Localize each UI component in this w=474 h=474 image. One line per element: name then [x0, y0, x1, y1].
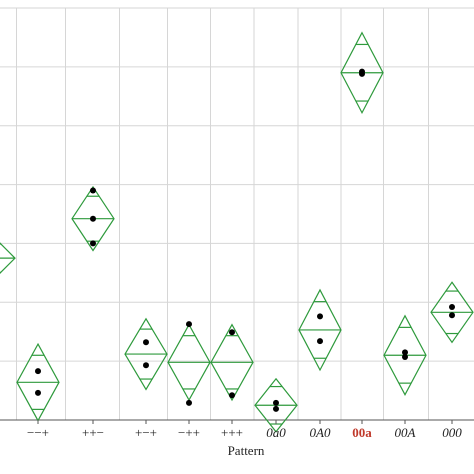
data-point	[317, 313, 323, 320]
data-point	[273, 405, 279, 412]
data-point	[402, 354, 408, 361]
x-axis-label: Pattern	[228, 443, 265, 458]
data-point	[35, 368, 41, 375]
data-point	[143, 339, 149, 346]
x-tick-label: +++	[221, 425, 243, 440]
mean-diamond	[430, 281, 474, 344]
mean-diamond	[340, 31, 384, 115]
x-tick-label: +−+	[135, 425, 157, 440]
data-point	[90, 215, 96, 222]
mean-diamond	[298, 288, 342, 372]
data-point	[359, 70, 365, 77]
data-point	[449, 303, 455, 310]
mean-diamond	[71, 185, 115, 252]
x-tick-label: ++−	[82, 425, 104, 440]
x-tick-label: 0A0	[310, 425, 331, 440]
mean-diamond	[254, 377, 298, 433]
x-tick-label: 00A	[395, 425, 416, 440]
mean-diamond	[124, 317, 168, 391]
data-point	[186, 321, 192, 328]
mean-diamond	[210, 323, 254, 402]
mean-diamond	[383, 314, 427, 396]
x-tick-label: −++	[178, 425, 200, 440]
x-tick-label: 000	[442, 425, 462, 440]
data-point	[143, 362, 149, 369]
x-tick-label: −−+	[27, 425, 49, 440]
data-point	[229, 329, 235, 336]
x-tick-label: 00a	[352, 425, 372, 440]
data-point	[449, 312, 455, 319]
data-point	[229, 392, 235, 399]
data-point	[402, 349, 408, 356]
data-point	[186, 399, 192, 406]
data-point	[90, 187, 96, 194]
data-point	[90, 240, 96, 247]
x-tick-label: 0a0	[266, 425, 286, 440]
data-point	[317, 338, 323, 345]
data-point	[273, 399, 279, 406]
data-point	[35, 389, 41, 396]
mean-diamond	[0, 242, 16, 275]
